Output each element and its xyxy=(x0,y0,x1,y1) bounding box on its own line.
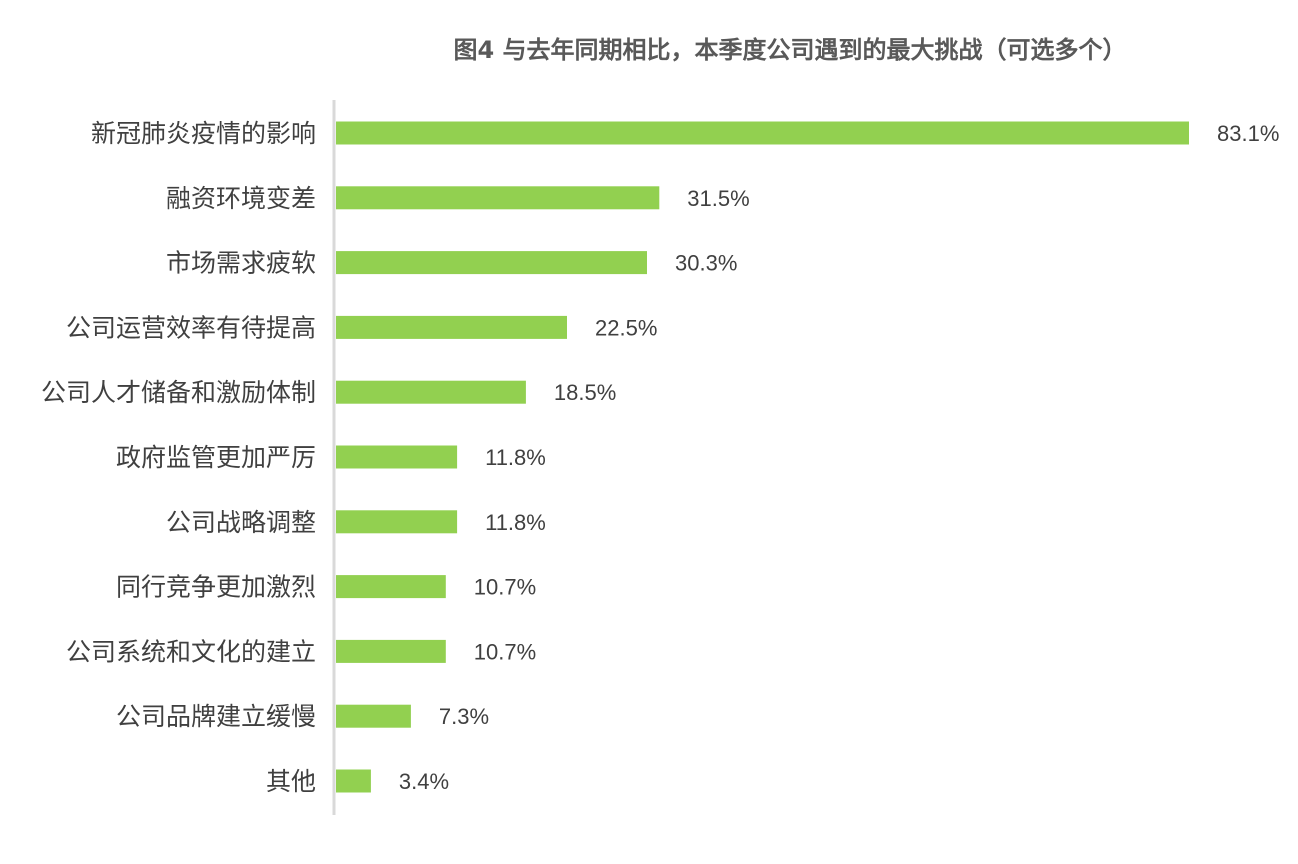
category-label-5: 政府监管更加严厉 xyxy=(116,443,316,472)
category-label-4: 公司人才储备和激励体制 xyxy=(41,378,316,407)
bar-4 xyxy=(336,380,526,404)
bar-8 xyxy=(336,639,446,663)
value-label-6: 11.8% xyxy=(485,510,546,535)
category-labels-group: 新冠肺炎疫情的影响融资环境变差市场需求疲软公司运营效率有待提高公司人才储备和激励… xyxy=(41,119,316,796)
bars-group xyxy=(336,121,1189,793)
value-labels-group: 83.1% 31.5% 30.3% 22.5% 18.5% 11.8% 11.8% 10.7%… xyxy=(399,121,1279,794)
bar-3 xyxy=(336,315,567,339)
bar-1 xyxy=(336,186,660,210)
value-label-3: 22.5% xyxy=(595,315,657,340)
category-label-10: 其他 xyxy=(266,767,316,796)
bar-2 xyxy=(336,251,647,275)
value-label-9: 7.3% xyxy=(439,704,489,729)
bar-6 xyxy=(336,510,458,534)
bar-10 xyxy=(336,769,371,793)
category-label-6: 公司战略调整 xyxy=(166,508,316,537)
value-label-2: 30.3% xyxy=(675,251,737,276)
value-label-0: 83.1% xyxy=(1217,121,1279,146)
category-label-7: 同行竞争更加激烈 xyxy=(116,573,316,602)
chart-title: 图4 与去年同期相比，本季度公司遇到的最大挑战（可选多个） xyxy=(453,36,1126,64)
value-label-7: 10.7% xyxy=(474,575,536,600)
value-label-1: 31.5% xyxy=(687,186,749,211)
category-label-9: 公司品牌建立缓慢 xyxy=(116,702,316,731)
value-label-8: 10.7% xyxy=(474,639,536,664)
value-label-10: 3.4% xyxy=(399,769,449,794)
category-label-0: 新冠肺炎疫情的影响 xyxy=(91,119,316,148)
bar-7 xyxy=(336,575,446,599)
category-label-1: 融资环境变差 xyxy=(166,184,316,213)
value-label-4: 18.5% xyxy=(554,380,616,405)
bar-5 xyxy=(336,445,458,469)
category-label-8: 公司系统和文化的建立 xyxy=(66,637,316,666)
bar-9 xyxy=(336,704,411,728)
category-label-2: 市场需求疲软 xyxy=(166,249,316,278)
category-label-3: 公司运营效率有待提高 xyxy=(66,313,316,342)
value-label-5: 11.8% xyxy=(485,445,546,470)
bar-0 xyxy=(336,121,1189,145)
